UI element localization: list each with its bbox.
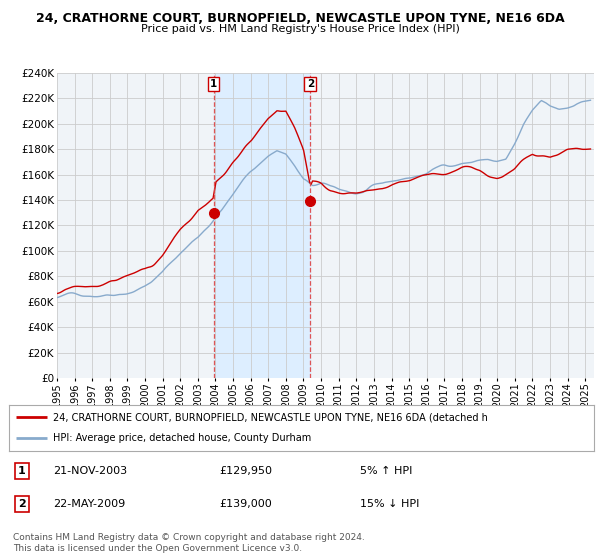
Text: £139,000: £139,000 [220,500,272,509]
Text: Price paid vs. HM Land Registry's House Price Index (HPI): Price paid vs. HM Land Registry's House … [140,24,460,34]
Bar [214,73,310,378]
Text: 2: 2 [18,500,26,509]
Text: 24, CRATHORNE COURT, BURNOPFIELD, NEWCASTLE UPON TYNE, NE16 6DA (detached h: 24, CRATHORNE COURT, BURNOPFIELD, NEWCAS… [53,412,488,422]
Text: 2: 2 [307,79,314,89]
Text: 1: 1 [18,466,26,476]
Text: 24, CRATHORNE COURT, BURNOPFIELD, NEWCASTLE UPON TYNE, NE16 6DA: 24, CRATHORNE COURT, BURNOPFIELD, NEWCAS… [35,12,565,25]
Text: 22-MAY-2009: 22-MAY-2009 [53,500,125,509]
Text: Contains HM Land Registry data © Crown copyright and database right 2024.
This d: Contains HM Land Registry data © Crown c… [13,533,365,553]
Text: 21-NOV-2003: 21-NOV-2003 [53,466,127,476]
Text: £129,950: £129,950 [220,466,272,476]
Text: 5% ↑ HPI: 5% ↑ HPI [360,466,412,476]
Text: HPI: Average price, detached house, County Durham: HPI: Average price, detached house, Coun… [53,433,311,444]
Text: 1: 1 [210,79,217,89]
Text: 15% ↓ HPI: 15% ↓ HPI [360,500,419,509]
